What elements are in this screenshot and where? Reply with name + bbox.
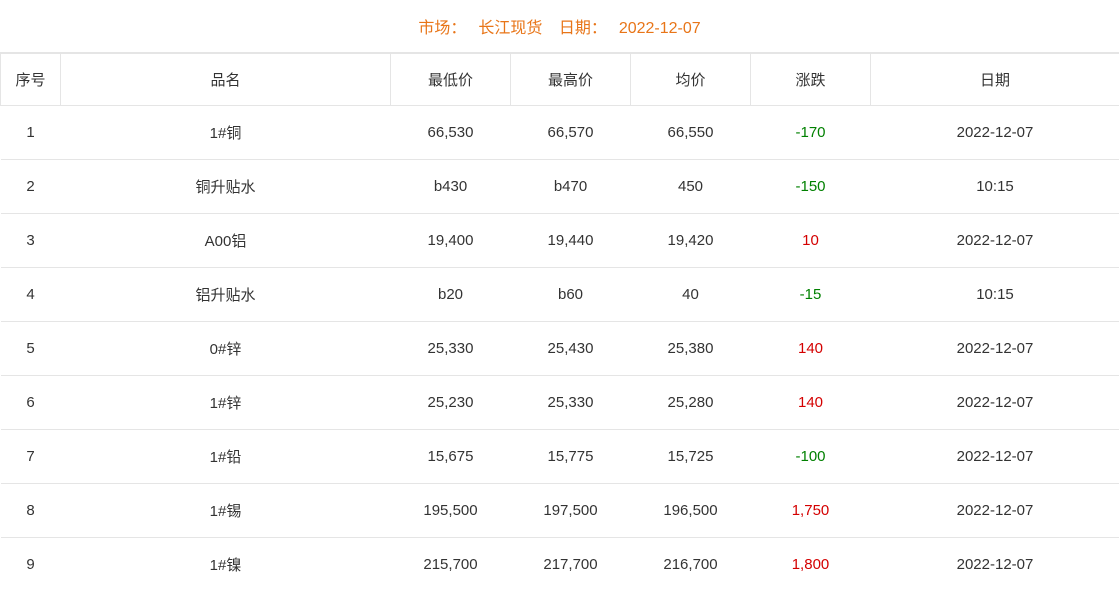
cell-avg: 450 [631,160,751,214]
cell-low: 25,230 [391,376,511,430]
cell-date: 10:15 [871,160,1119,214]
cell-index: 5 [1,322,61,376]
table-row: 11#铜66,53066,57066,550-1702022-12-07 [1,106,1119,160]
table-header: 序号 品名 最低价 最高价 均价 涨跌 日期 [1,54,1119,106]
cell-high: 197,500 [511,484,631,538]
cell-date: 2022-12-07 [871,106,1119,160]
cell-date: 2022-12-07 [871,214,1119,268]
price-table-container: 市场： 长江现货 日期： 2022-12-07 序号 品名 最低价 最高价 均价 涨… [0,0,1119,592]
cell-name: 1#锡 [61,484,391,538]
table-row: 50#锌25,33025,43025,3801402022-12-07 [1,322,1119,376]
cell-high: 19,440 [511,214,631,268]
title-bar: 市场： 长江现货 日期： 2022-12-07 [0,0,1119,53]
cell-avg: 196,500 [631,484,751,538]
cell-name: A00铝 [61,214,391,268]
col-header-avg: 均价 [631,54,751,106]
cell-avg: 216,700 [631,538,751,592]
cell-index: 3 [1,214,61,268]
cell-avg: 15,725 [631,430,751,484]
cell-avg: 25,280 [631,376,751,430]
date-value: 2022-12-07 [619,20,701,37]
cell-change: -100 [751,430,871,484]
table-body: 11#铜66,53066,57066,550-1702022-12-072铜升贴… [1,106,1119,592]
date-label: 日期： [559,20,607,37]
cell-change: 140 [751,322,871,376]
col-header-name: 品名 [61,54,391,106]
cell-low: b20 [391,268,511,322]
cell-high: 15,775 [511,430,631,484]
cell-name: 0#锌 [61,322,391,376]
cell-index: 7 [1,430,61,484]
table-row: 3A00铝19,40019,44019,420102022-12-07 [1,214,1119,268]
cell-high: 217,700 [511,538,631,592]
cell-date: 2022-12-07 [871,430,1119,484]
cell-date: 2022-12-07 [871,376,1119,430]
table-row: 81#锡195,500197,500196,5001,7502022-12-07 [1,484,1119,538]
cell-high: b60 [511,268,631,322]
cell-change: 1,750 [751,484,871,538]
cell-low: 66,530 [391,106,511,160]
table-row: 2铜升贴水b430b470450-15010:15 [1,160,1119,214]
price-table: 序号 品名 最低价 最高价 均价 涨跌 日期 11#铜66,53066,5706… [0,53,1119,592]
col-header-date: 日期 [871,54,1119,106]
cell-low: 25,330 [391,322,511,376]
market-label: 市场： [418,20,466,37]
cell-low: b430 [391,160,511,214]
cell-name: 1#铅 [61,430,391,484]
cell-index: 9 [1,538,61,592]
table-row: 71#铅15,67515,77515,725-1002022-12-07 [1,430,1119,484]
cell-change: 10 [751,214,871,268]
cell-avg: 40 [631,268,751,322]
cell-date: 10:15 [871,268,1119,322]
cell-high: 25,430 [511,322,631,376]
col-header-high: 最高价 [511,54,631,106]
cell-low: 19,400 [391,214,511,268]
cell-change: -150 [751,160,871,214]
cell-change: 140 [751,376,871,430]
cell-avg: 25,380 [631,322,751,376]
cell-date: 2022-12-07 [871,322,1119,376]
cell-avg: 19,420 [631,214,751,268]
cell-date: 2022-12-07 [871,484,1119,538]
cell-date: 2022-12-07 [871,538,1119,592]
cell-index: 4 [1,268,61,322]
cell-name: 1#镍 [61,538,391,592]
market-value: 长江现货 [478,20,542,37]
cell-high: b470 [511,160,631,214]
table-row: 91#镍215,700217,700216,7001,8002022-12-07 [1,538,1119,592]
cell-index: 2 [1,160,61,214]
cell-low: 195,500 [391,484,511,538]
cell-change: -170 [751,106,871,160]
col-header-change: 涨跌 [751,54,871,106]
cell-change: -15 [751,268,871,322]
cell-high: 25,330 [511,376,631,430]
cell-low: 15,675 [391,430,511,484]
col-header-low: 最低价 [391,54,511,106]
cell-name: 铜升贴水 [61,160,391,214]
cell-index: 1 [1,106,61,160]
table-row: 4铝升贴水b20b6040-1510:15 [1,268,1119,322]
cell-index: 6 [1,376,61,430]
cell-avg: 66,550 [631,106,751,160]
cell-name: 1#铜 [61,106,391,160]
cell-name: 铝升贴水 [61,268,391,322]
table-row: 61#锌25,23025,33025,2801402022-12-07 [1,376,1119,430]
cell-index: 8 [1,484,61,538]
col-header-index: 序号 [1,54,61,106]
cell-name: 1#锌 [61,376,391,430]
cell-low: 215,700 [391,538,511,592]
cell-high: 66,570 [511,106,631,160]
cell-change: 1,800 [751,538,871,592]
